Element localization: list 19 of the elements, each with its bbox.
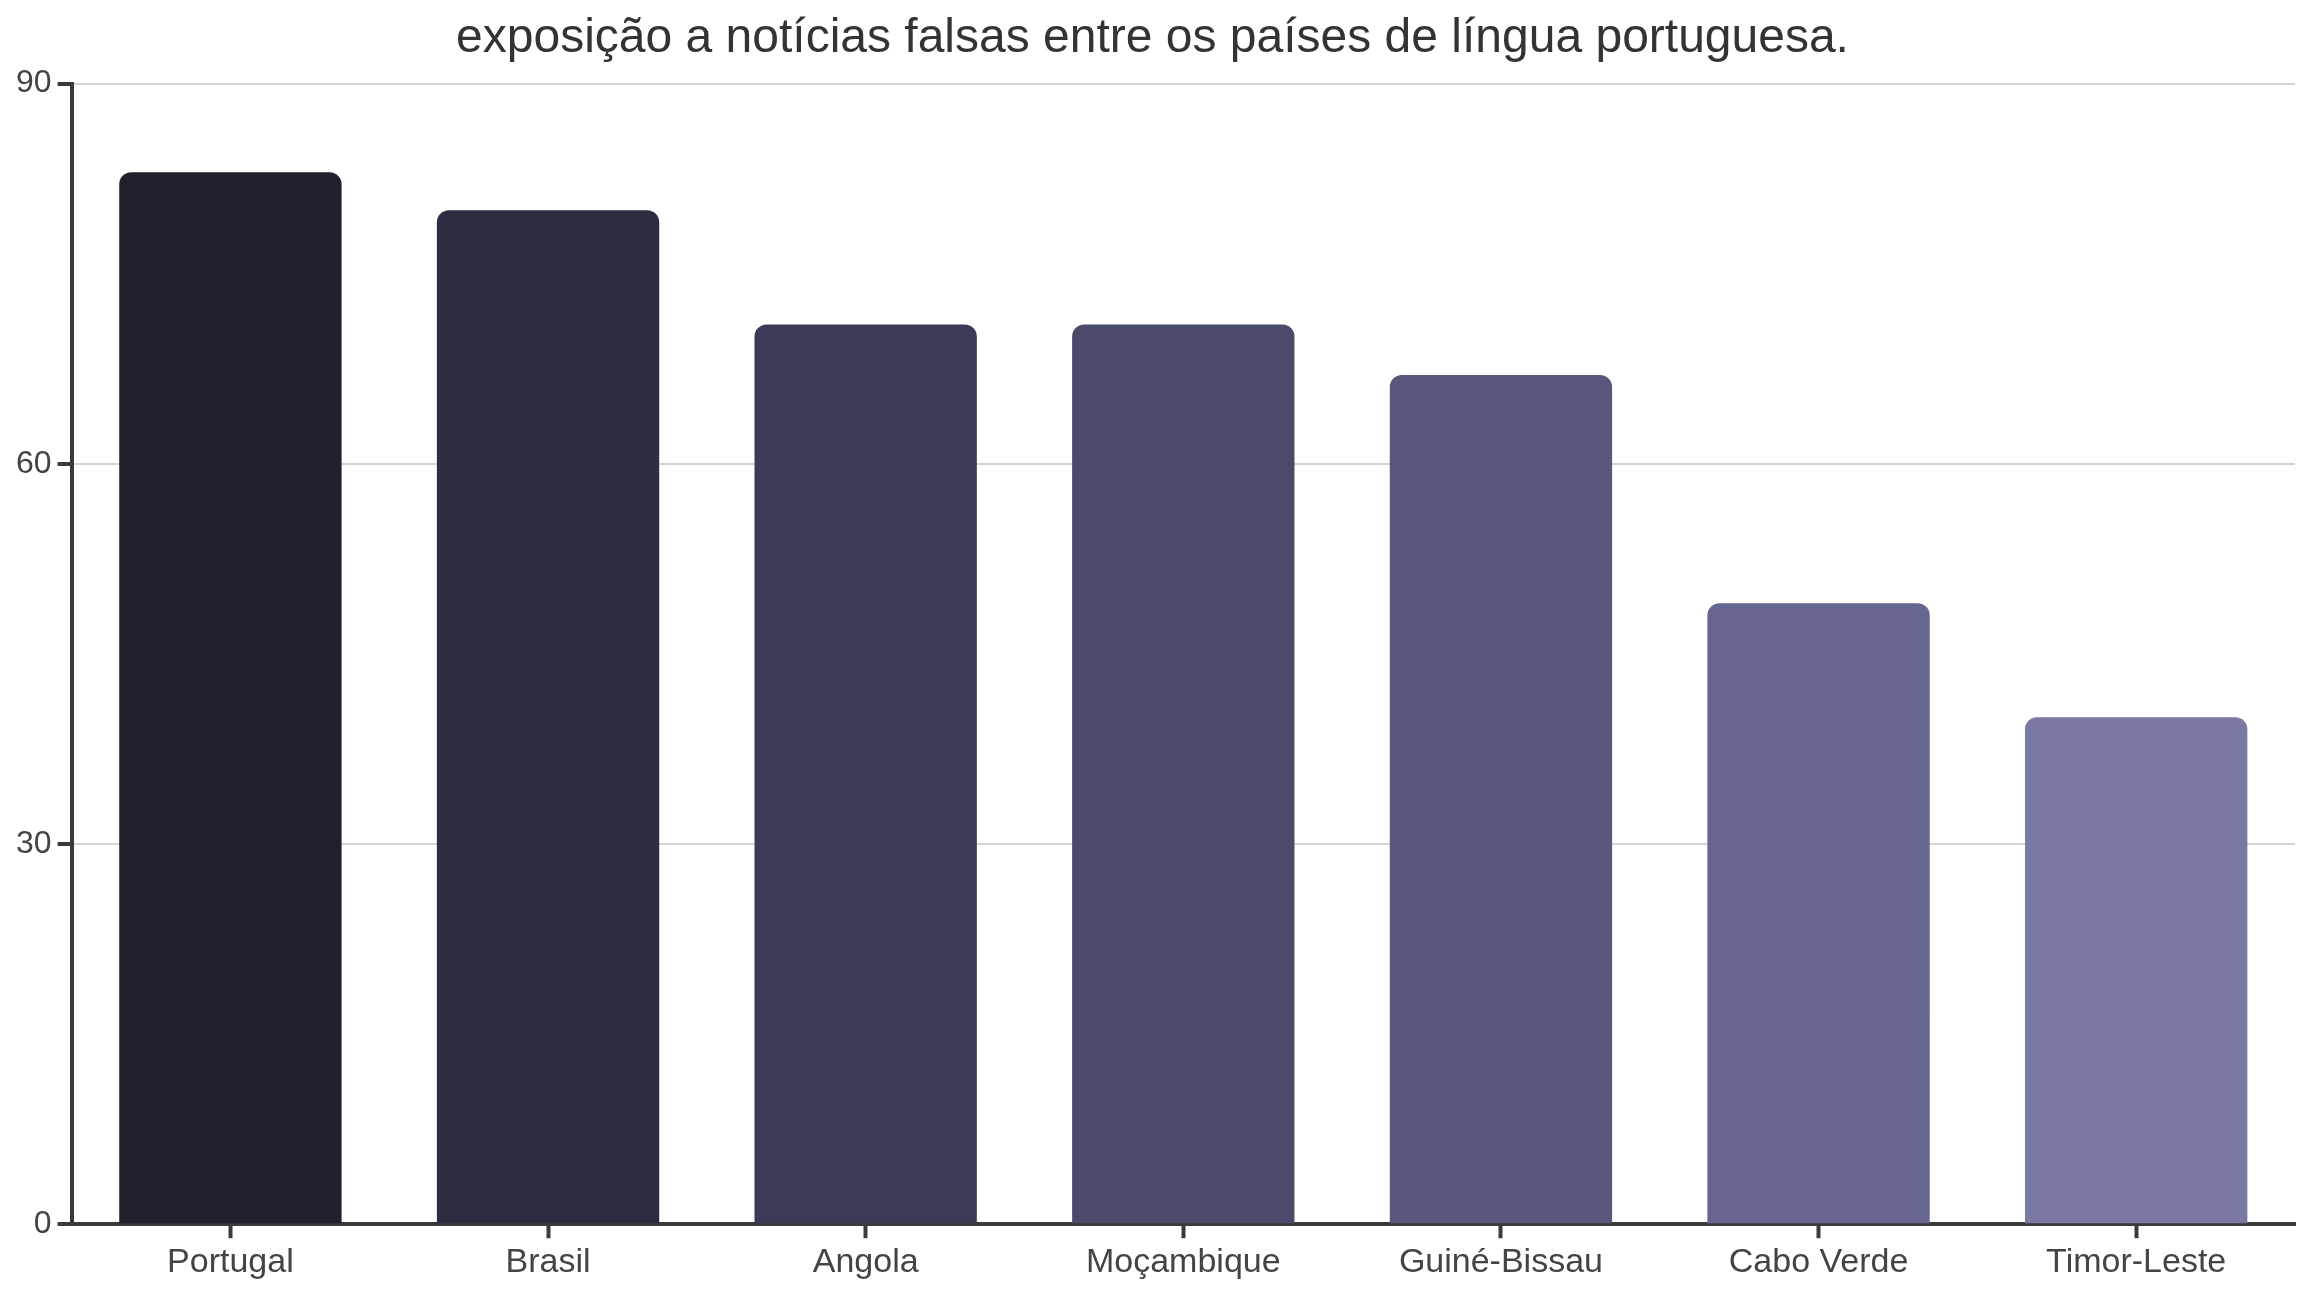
bar — [1389, 375, 1613, 1224]
x-tick-label: Moçambique — [1085, 1240, 1281, 1279]
x-tick-label: Portugal — [167, 1240, 294, 1279]
y-tick-label: 60 — [16, 443, 52, 480]
y-tick-label: 0 — [33, 1204, 52, 1241]
y-tick-label: 90 — [16, 63, 52, 100]
x-tick-label: Angola — [812, 1240, 919, 1279]
chart-title: exposição a notícias falsas entre os países de língua portuguesa. — [456, 9, 1849, 63]
bar — [1072, 324, 1295, 1224]
x-tick-label: Brasil — [505, 1240, 591, 1279]
bar — [754, 324, 977, 1224]
bar — [2025, 717, 2248, 1224]
x-tick-label: Timor-Leste — [2046, 1240, 2227, 1279]
x-tick-label: Cabo Verde — [1728, 1240, 1909, 1279]
x-tick-label: Guiné-Bissau — [1398, 1240, 1603, 1279]
bar — [119, 172, 342, 1224]
bar — [1707, 603, 1930, 1224]
y-tick-label: 30 — [16, 823, 52, 860]
bar — [436, 210, 660, 1224]
